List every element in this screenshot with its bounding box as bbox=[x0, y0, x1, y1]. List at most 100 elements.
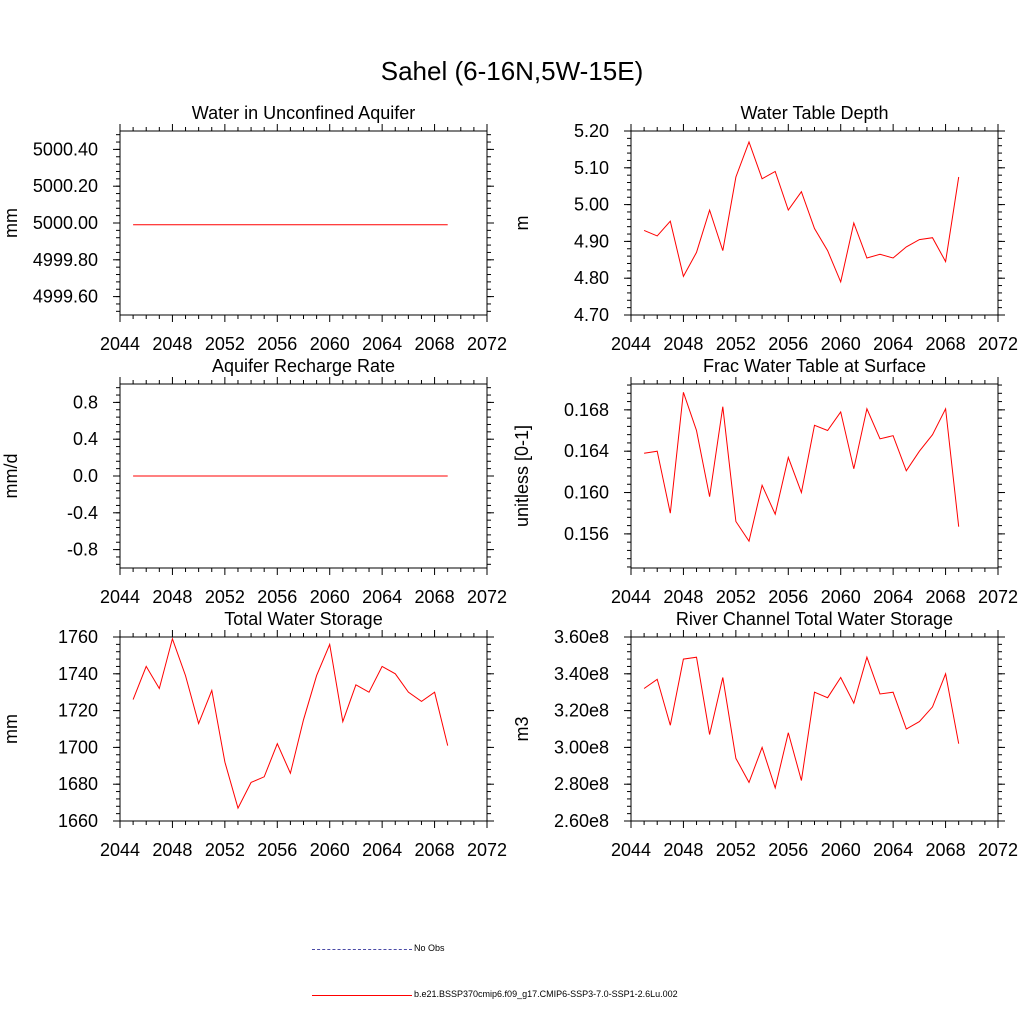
data-point bbox=[198, 723, 199, 724]
chart-panel-2: Water Table Depth m 2044 2048 2052 2056 2060 20… bbox=[512, 103, 1018, 354]
data-point bbox=[185, 675, 186, 676]
data-point bbox=[801, 780, 802, 781]
y-tick-label: 0.8 bbox=[73, 392, 98, 412]
x-tick-label: 2052 bbox=[716, 587, 756, 607]
data-point bbox=[355, 475, 356, 476]
y-tick-label: 3.60e8 bbox=[554, 627, 609, 647]
data-point bbox=[814, 425, 815, 426]
data-point bbox=[827, 697, 828, 698]
data-point bbox=[355, 224, 356, 225]
data-point bbox=[879, 693, 880, 694]
data-point bbox=[303, 475, 304, 476]
data-point bbox=[224, 762, 225, 763]
data-point bbox=[722, 250, 723, 251]
data-point bbox=[368, 224, 369, 225]
x-tick-label: 2044 bbox=[100, 587, 140, 607]
data-point bbox=[342, 224, 343, 225]
data-point bbox=[382, 224, 383, 225]
data-point bbox=[382, 475, 383, 476]
data-point bbox=[185, 224, 186, 225]
y-tick-label: 0.156 bbox=[564, 524, 609, 544]
data-point bbox=[919, 239, 920, 240]
data-point bbox=[368, 692, 369, 693]
data-point bbox=[250, 475, 251, 476]
data-point bbox=[827, 250, 828, 251]
chart-panel-5: Total Water Storage mm 2044 2048 2052 2056 206… bbox=[1, 609, 507, 860]
data-point bbox=[893, 435, 894, 436]
data-point bbox=[159, 688, 160, 689]
data-point bbox=[958, 176, 959, 177]
data-point bbox=[748, 541, 749, 542]
data-point bbox=[408, 692, 409, 693]
data-point bbox=[329, 475, 330, 476]
data-point bbox=[735, 758, 736, 759]
data-point bbox=[866, 257, 867, 258]
y-tick-label: 1660 bbox=[58, 811, 98, 831]
x-tick-label: 2060 bbox=[310, 334, 350, 354]
data-point bbox=[211, 475, 212, 476]
data-point bbox=[906, 470, 907, 471]
x-tick-label: 2052 bbox=[205, 334, 245, 354]
chart-title: Water Table Depth bbox=[740, 103, 888, 123]
plot-frame bbox=[630, 130, 999, 316]
y-tick-label: 2.80e8 bbox=[554, 774, 609, 794]
chart-title: Frac Water Table at Surface bbox=[703, 356, 926, 376]
data-point bbox=[290, 773, 291, 774]
x-tick-label: 2068 bbox=[926, 587, 966, 607]
y-axis-label: unitless [0-1] bbox=[512, 425, 532, 527]
plot-frame bbox=[119, 636, 488, 822]
y-tick-label: 4999.80 bbox=[33, 250, 98, 270]
x-tick-label: 2056 bbox=[768, 334, 808, 354]
data-point bbox=[657, 451, 658, 452]
data-point bbox=[696, 657, 697, 658]
data-point bbox=[788, 457, 789, 458]
data-point bbox=[133, 224, 134, 225]
x-tick-label: 2068 bbox=[926, 334, 966, 354]
x-tick-label: 2068 bbox=[415, 587, 455, 607]
x-tick-label: 2072 bbox=[467, 334, 507, 354]
chart-title: River Channel Total Water Storage bbox=[676, 609, 953, 629]
data-point bbox=[945, 408, 946, 409]
data-point bbox=[250, 782, 251, 783]
data-point bbox=[670, 221, 671, 222]
data-point bbox=[709, 496, 710, 497]
x-tick-label: 2044 bbox=[100, 840, 140, 860]
data-point bbox=[198, 475, 199, 476]
y-tick-label: 5000.40 bbox=[33, 139, 98, 159]
data-point bbox=[670, 513, 671, 514]
data-point bbox=[264, 776, 265, 777]
data-point bbox=[919, 721, 920, 722]
data-point bbox=[146, 475, 147, 476]
y-tick-label: 5.20 bbox=[574, 121, 609, 141]
y-axis-label: mm/d bbox=[1, 454, 21, 499]
data-point bbox=[945, 261, 946, 262]
legend-label-model: b.e21.BSSP370cmip6.f09_g17.CMIP6-SSP3-7.… bbox=[414, 989, 678, 999]
legend-line-obs bbox=[312, 949, 412, 950]
data-point bbox=[866, 408, 867, 409]
data-point bbox=[421, 701, 422, 702]
legend-line-model bbox=[312, 995, 412, 996]
legend-label-obs: No Obs bbox=[414, 943, 445, 953]
x-tick-label: 2064 bbox=[873, 334, 913, 354]
data-point bbox=[447, 745, 448, 746]
data-point bbox=[722, 677, 723, 678]
y-tick-label: 1680 bbox=[58, 774, 98, 794]
x-tick-label: 2044 bbox=[611, 840, 651, 860]
data-point bbox=[761, 485, 762, 486]
series-line bbox=[644, 392, 960, 543]
x-tick-label: 2068 bbox=[415, 334, 455, 354]
data-point bbox=[277, 743, 278, 744]
y-tick-label: 3.20e8 bbox=[554, 701, 609, 721]
y-axis-label: m bbox=[512, 216, 532, 231]
x-tick-label: 2056 bbox=[257, 334, 297, 354]
data-point bbox=[919, 451, 920, 452]
y-tick-label: 0.0 bbox=[73, 466, 98, 486]
x-tick-label: 2048 bbox=[663, 587, 703, 607]
data-point bbox=[329, 644, 330, 645]
x-tick-label: 2044 bbox=[611, 334, 651, 354]
x-tick-label: 2044 bbox=[611, 587, 651, 607]
data-point bbox=[683, 392, 684, 393]
data-point bbox=[683, 276, 684, 277]
x-tick-label: 2072 bbox=[978, 334, 1018, 354]
data-point bbox=[775, 514, 776, 515]
